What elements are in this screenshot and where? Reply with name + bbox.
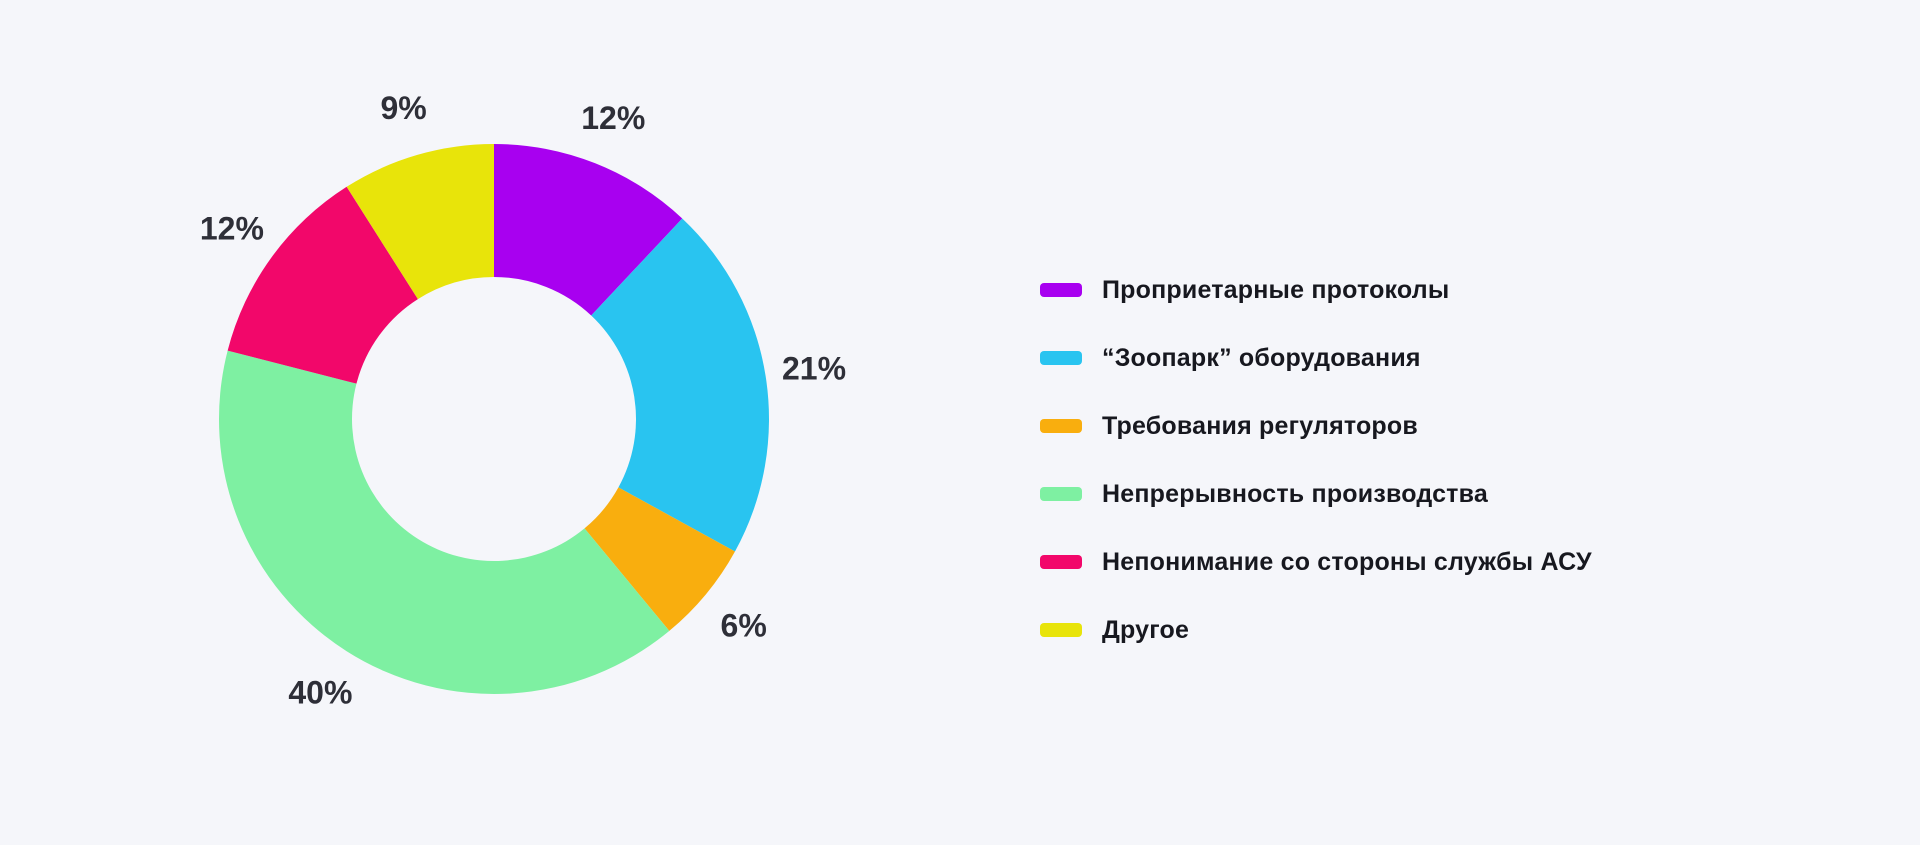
pie-slice-5	[346, 144, 494, 300]
pie-slice-percent-label-1: 21%	[782, 350, 846, 386]
legend-swatch	[1040, 283, 1082, 297]
legend-swatch	[1040, 419, 1082, 433]
legend-item-production-continuity: Непрерывность производства	[1040, 480, 1592, 508]
legend-label: Проприетарные протоколы	[1102, 275, 1450, 304]
pie-slice-percent-label-5: 9%	[380, 90, 426, 126]
legend-item-equipment-zoo: “Зоопарк” оборудования	[1040, 344, 1592, 372]
pie-slice-percent-label-4: 12%	[200, 211, 264, 247]
pie-slice-2	[584, 487, 735, 631]
legend-label: “Зоопарк” оборудования	[1102, 343, 1421, 372]
legend-label: Другое	[1102, 615, 1190, 644]
legend: Проприетарные протоколы “Зоопарк” оборуд…	[1040, 276, 1592, 644]
legend-swatch	[1040, 487, 1082, 501]
pie-slice-1	[591, 218, 769, 552]
legend-swatch	[1040, 555, 1082, 569]
legend-item-proprietary-protocols: Проприетарные протоколы	[1040, 276, 1592, 304]
pie-slice-percent-label-3: 40%	[288, 675, 352, 711]
legend-label: Непрерывность производства	[1102, 479, 1488, 508]
pie-slice-4	[227, 186, 418, 384]
pie-slice-percent-label-2: 6%	[721, 608, 767, 644]
legend-item-other: Другое	[1040, 616, 1592, 644]
legend-item-acs-service-misunderstanding: Непонимание со стороны службы АСУ	[1040, 548, 1592, 576]
legend-label: Непонимание со стороны службы АСУ	[1102, 547, 1592, 576]
legend-swatch	[1040, 623, 1082, 637]
pie-slice-3	[218, 350, 670, 695]
pie-slice-percent-label-0: 12%	[581, 100, 645, 136]
legend-item-regulator-requirements: Требования регуляторов	[1040, 412, 1592, 440]
pie-slice-0	[494, 144, 683, 316]
legend-swatch	[1040, 351, 1082, 365]
legend-label: Требования регуляторов	[1102, 411, 1418, 440]
